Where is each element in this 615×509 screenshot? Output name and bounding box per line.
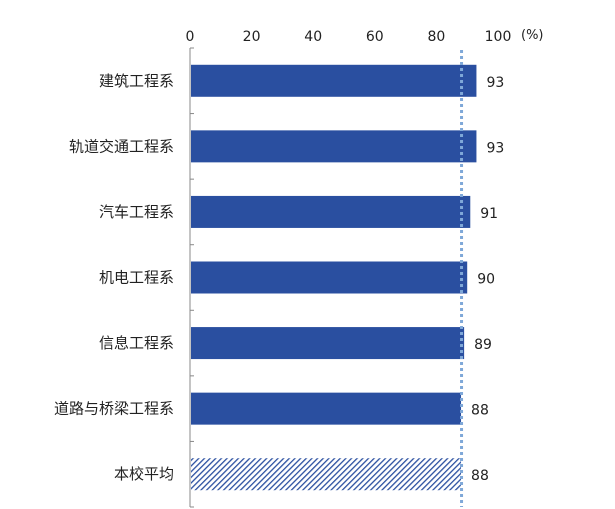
category-label: 汽车工程系 (99, 203, 174, 221)
value-label: 90 (477, 272, 495, 288)
category-label: 信息工程系 (99, 334, 174, 352)
bar (191, 261, 468, 294)
bar (191, 392, 462, 425)
category-label: 轨道交通工程系 (69, 137, 174, 155)
bar (191, 130, 477, 163)
category-label: 机电工程系 (99, 269, 174, 287)
x-tick-label: 40 (304, 29, 322, 45)
x-tick-label: 0 (186, 29, 195, 45)
value-label: 93 (486, 140, 504, 156)
x-tick-label: 100 (485, 29, 512, 45)
category-label: 本校平均 (114, 465, 174, 483)
category-label: 建筑工程系 (99, 72, 174, 90)
x-tick-label: 80 (427, 29, 445, 45)
value-label: 91 (480, 206, 498, 222)
axes (189, 47, 194, 508)
value-label: 93 (486, 75, 504, 91)
category-label: 道路与桥梁工程系 (54, 400, 174, 418)
bar (191, 195, 471, 228)
value-label: 88 (471, 403, 489, 419)
value-label: 88 (471, 468, 489, 484)
bar-average (191, 458, 462, 491)
value-label: 89 (474, 337, 492, 353)
bar (191, 327, 465, 360)
labels: 0 20 40 60 80 100 (%) 建筑工程系 93 轨道交通工程系 93 汽车工程系 91 机电… (54, 28, 544, 484)
bar (191, 64, 477, 97)
bars (191, 50, 477, 507)
x-tick-label: 60 (366, 29, 384, 45)
unit-label: (%) (521, 28, 544, 43)
x-tick-label: 20 (243, 29, 261, 45)
